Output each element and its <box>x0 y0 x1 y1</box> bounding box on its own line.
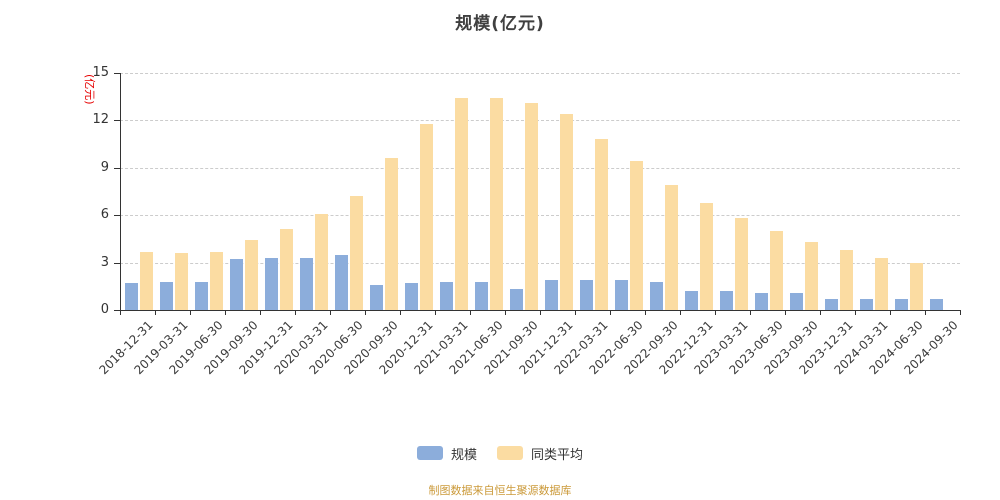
bar-peer-average[interactable] <box>350 196 363 310</box>
bar-peer-average[interactable] <box>665 185 678 310</box>
x-axis-tick <box>330 310 331 315</box>
y-axis-tick <box>114 215 120 217</box>
bar-peer-average[interactable] <box>770 231 783 310</box>
bar-peer-average[interactable] <box>700 202 713 310</box>
bar-scale[interactable] <box>125 283 138 310</box>
bar-peer-average[interactable] <box>840 249 853 310</box>
y-gridline <box>120 120 960 122</box>
bar-peer-average[interactable] <box>210 251 223 310</box>
bar-scale[interactable] <box>335 254 348 310</box>
x-axis-tick <box>505 310 506 315</box>
legend-swatch-scale <box>416 446 443 460</box>
x-axis-tick <box>750 310 751 315</box>
bar-scale[interactable] <box>895 298 908 310</box>
x-axis-tick <box>820 310 821 315</box>
x-axis-tick <box>155 310 156 315</box>
x-axis-tick <box>645 310 646 315</box>
x-axis-tick <box>960 310 961 315</box>
y-axis-tick <box>114 262 120 264</box>
bar-peer-average[interactable] <box>525 103 538 310</box>
bar-scale[interactable] <box>160 281 173 310</box>
bar-peer-average[interactable] <box>175 253 188 310</box>
footer-note: 制图数据来自恒生聚源数据库 <box>428 484 572 497</box>
bar-scale[interactable] <box>685 291 698 310</box>
bar-peer-average[interactable] <box>805 242 818 310</box>
bar-scale[interactable] <box>510 289 523 310</box>
chart-title: 规模(亿元) <box>455 14 545 34</box>
y-axis-tick-label: 15 <box>92 65 109 80</box>
bar-scale[interactable] <box>860 298 873 310</box>
legend-swatch-peer-average <box>497 446 523 460</box>
bar-scale[interactable] <box>825 298 838 310</box>
bar-scale[interactable] <box>195 281 208 310</box>
bar-peer-average[interactable] <box>910 262 923 310</box>
bar-scale[interactable] <box>720 291 733 310</box>
bar-peer-average[interactable] <box>245 240 258 310</box>
bar-scale[interactable] <box>755 292 768 310</box>
bar-peer-average[interactable] <box>490 98 503 310</box>
x-axis-tick <box>855 310 856 315</box>
bar-peer-average[interactable] <box>735 218 748 310</box>
y-axis-tick-label: 3 <box>100 254 109 270</box>
x-axis-tick <box>365 310 366 315</box>
bar-peer-average[interactable] <box>420 123 433 310</box>
bar-scale[interactable] <box>615 279 628 310</box>
bar-scale[interactable] <box>545 279 558 310</box>
bar-scale[interactable] <box>440 281 453 310</box>
bar-peer-average[interactable] <box>630 161 643 310</box>
y-axis-tick <box>114 120 120 122</box>
bar-peer-average[interactable] <box>595 139 608 310</box>
bar-peer-average[interactable] <box>560 114 573 310</box>
x-axis-tick <box>295 310 296 315</box>
x-axis-tick <box>470 310 471 315</box>
x-axis-tick <box>610 310 611 315</box>
bar-peer-average[interactable] <box>280 229 293 310</box>
x-axis-tick <box>120 310 121 315</box>
bar-peer-average[interactable] <box>455 98 468 310</box>
bar-scale[interactable] <box>930 298 943 310</box>
x-axis-tick <box>225 310 226 315</box>
y-gridline <box>120 215 960 217</box>
bar-scale[interactable] <box>405 283 418 310</box>
bar-scale[interactable] <box>370 284 383 310</box>
x-axis-tick <box>400 310 401 315</box>
y-gridline <box>120 262 960 264</box>
legend-label-peer-average: 同类平均 <box>531 447 584 463</box>
y-axis-tick-label: 6 <box>100 207 109 223</box>
x-axis-tick <box>540 310 541 315</box>
x-axis-tick <box>785 310 786 315</box>
bar-scale[interactable] <box>265 257 278 310</box>
x-axis-tick <box>890 310 891 315</box>
legend-item-scale[interactable]: 规模 <box>416 444 477 463</box>
bar-scale[interactable] <box>790 292 803 310</box>
y-axis-tick-label: 12 <box>92 112 109 128</box>
legend: 规模 同类平均 <box>0 444 1000 463</box>
bar-scale[interactable] <box>230 259 243 310</box>
x-axis-tick <box>435 310 436 315</box>
bar-scale[interactable] <box>580 279 593 310</box>
x-axis-tick <box>925 310 926 315</box>
x-axis-tick <box>715 310 716 315</box>
y-axis-tick-label: 0 <box>100 302 109 317</box>
y-axis-tick <box>114 167 120 169</box>
bar-scale[interactable] <box>650 281 663 310</box>
bar-peer-average[interactable] <box>875 257 888 310</box>
bar-scale[interactable] <box>300 257 313 310</box>
bar-peer-average[interactable] <box>385 158 398 310</box>
x-axis-tick <box>190 310 191 315</box>
legend-label-scale: 规模 <box>450 447 477 463</box>
legend-item-peer-average[interactable]: 同类平均 <box>497 444 583 463</box>
bar-peer-average[interactable] <box>140 251 153 310</box>
y-axis-line <box>120 73 121 311</box>
x-axis-tick <box>680 310 681 315</box>
y-axis-tick <box>114 73 120 74</box>
bar-peer-average[interactable] <box>315 213 328 310</box>
y-axis-tick-label: 9 <box>100 159 109 175</box>
bar-scale[interactable] <box>475 281 488 310</box>
y-axis-tick <box>114 310 120 311</box>
y-gridline <box>120 73 960 74</box>
x-axis-tick <box>575 310 576 315</box>
y-gridline <box>120 167 960 169</box>
x-axis-tick <box>260 310 261 315</box>
